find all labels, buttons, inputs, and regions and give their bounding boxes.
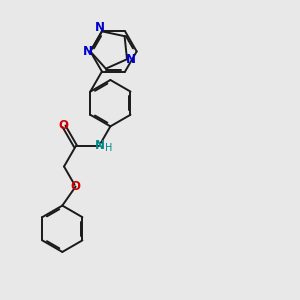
Text: H: H [105,142,112,153]
Text: N: N [126,53,136,66]
Text: O: O [70,180,81,193]
Text: O: O [58,119,68,132]
Text: N: N [95,139,105,152]
Text: N: N [95,21,105,34]
Text: N: N [83,45,93,58]
